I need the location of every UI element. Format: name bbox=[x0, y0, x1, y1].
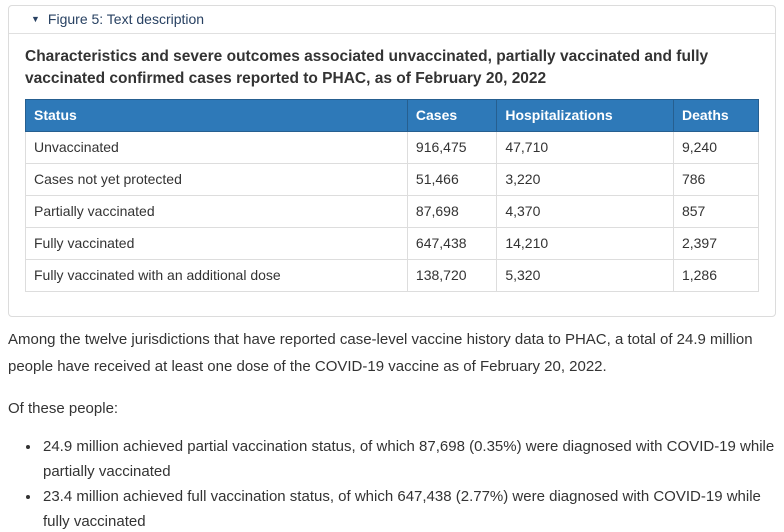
cell-deaths: 2,397 bbox=[672, 227, 760, 260]
cell-status: Cases not yet protected bbox=[25, 163, 408, 196]
cell-deaths: 786 bbox=[672, 163, 760, 196]
outcomes-table: Status Cases Hospitalizations Deaths Unv… bbox=[25, 99, 760, 292]
list-item-full-vaccination: 23.4 million achieved full vaccination s… bbox=[41, 484, 776, 532]
table-row: Fully vaccinated 647,438 14,210 2,397 bbox=[25, 227, 760, 260]
col-header-hospitalizations: Hospitalizations bbox=[496, 99, 674, 132]
cell-deaths: 857 bbox=[672, 195, 760, 228]
cell-status: Partially vaccinated bbox=[25, 195, 408, 228]
table-body: Unvaccinated 916,475 47,710 9,240 Cases … bbox=[25, 131, 760, 292]
cell-deaths: 9,240 bbox=[672, 131, 760, 164]
cell-hospitalizations: 5,320 bbox=[496, 259, 674, 292]
table-row: Partially vaccinated 87,698 4,370 857 bbox=[25, 195, 760, 228]
cell-cases: 138,720 bbox=[406, 259, 498, 292]
cell-hospitalizations: 47,710 bbox=[496, 131, 674, 164]
cell-hospitalizations: 4,370 bbox=[496, 195, 674, 228]
list-item-partial-vaccination: 24.9 million achieved partial vaccinatio… bbox=[41, 434, 776, 484]
cell-cases: 916,475 bbox=[406, 131, 498, 164]
figure-panel-body: Characteristics and severe outcomes asso… bbox=[9, 34, 775, 316]
cell-status: Fully vaccinated with an additional dose bbox=[25, 259, 408, 292]
collapse-caret-icon: ▼ bbox=[31, 13, 40, 24]
body-text-section: Among the twelve jurisdictions that have… bbox=[0, 326, 784, 532]
cell-status: Fully vaccinated bbox=[25, 227, 408, 260]
vaccination-stats-list: 24.9 million achieved partial vaccinatio… bbox=[8, 434, 776, 532]
figure-summary-toggle[interactable]: ▼ Figure 5: Text description bbox=[9, 6, 775, 34]
cell-deaths: 1,286 bbox=[672, 259, 760, 292]
col-header-deaths: Deaths bbox=[672, 99, 760, 132]
cell-status: Unvaccinated bbox=[25, 131, 408, 164]
intro-paragraph: Among the twelve jurisdictions that have… bbox=[8, 331, 753, 375]
of-these-people-label: Of these people: bbox=[8, 400, 119, 417]
col-header-cases: Cases bbox=[406, 99, 498, 132]
table-row: Fully vaccinated with an additional dose… bbox=[25, 259, 760, 292]
cell-hospitalizations: 3,220 bbox=[496, 163, 674, 196]
col-header-status: Status bbox=[25, 99, 408, 132]
cell-cases: 51,466 bbox=[406, 163, 498, 196]
figure-title: Characteristics and severe outcomes asso… bbox=[25, 48, 709, 87]
table-header: Status Cases Hospitalizations Deaths bbox=[25, 99, 760, 132]
cell-cases: 87,698 bbox=[406, 195, 498, 228]
cell-cases: 647,438 bbox=[406, 227, 498, 260]
cell-hospitalizations: 14,210 bbox=[496, 227, 674, 260]
figure-summary-label: Figure 5: Text description bbox=[47, 11, 205, 27]
table-row: Unvaccinated 916,475 47,710 9,240 bbox=[25, 131, 760, 164]
table-row: Cases not yet protected 51,466 3,220 786 bbox=[25, 163, 760, 196]
table-header-row: Status Cases Hospitalizations Deaths bbox=[25, 99, 760, 132]
figure-details-panel: ▼ Figure 5: Text description Characteris… bbox=[8, 5, 776, 317]
